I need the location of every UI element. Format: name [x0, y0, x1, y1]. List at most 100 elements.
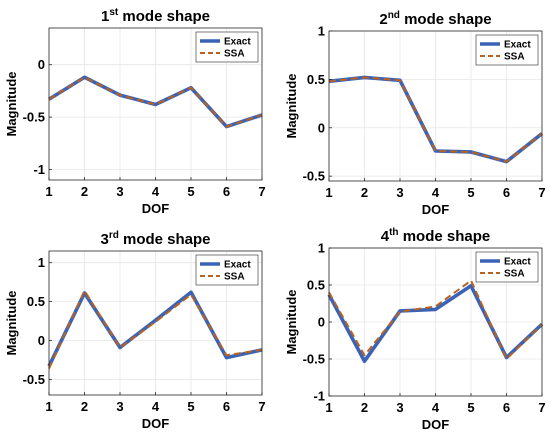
chart-title-ordinal: rd — [109, 230, 119, 241]
legend-label-ssa: SSA — [504, 269, 525, 280]
chart-title-ordinal: th — [389, 227, 398, 238]
y-tick-label: -0.5 — [303, 169, 325, 184]
data-point-ssa-5 — [470, 279, 472, 281]
data-point-ssa-2 — [363, 354, 365, 356]
data-point-ssa-3 — [399, 310, 401, 312]
chart-title: 1st mode shape — [101, 7, 210, 25]
legend-label-ssa: SSA — [224, 272, 245, 283]
x-tick-label: 6 — [223, 184, 230, 199]
data-point-ssa-2 — [83, 289, 85, 291]
chart-title-number: 1 — [101, 8, 109, 25]
data-point-ssa-3 — [119, 94, 121, 96]
y-tick-label: 0.5 — [307, 278, 325, 293]
data-point-ssa-5 — [190, 293, 192, 295]
x-axis-label: DOF — [422, 202, 450, 217]
x-tick-label: 7 — [258, 399, 265, 414]
data-point-exact-5 — [190, 291, 192, 293]
data-point-ssa-6 — [225, 354, 227, 356]
y-tick-label: -1 — [313, 389, 325, 404]
chart-panel-2: 1 2 3 4 5 6 7 -0.5 0 0.5 1 DOF Magnitude 2nd mode sha… — [284, 10, 546, 217]
legend-label-exact: Exact — [504, 40, 531, 51]
chart-title: 4th mode shape — [381, 227, 491, 245]
x-tick-label: 6 — [223, 399, 230, 414]
legend-box — [195, 31, 259, 63]
x-tick-label: 4 — [432, 185, 440, 200]
x-tick-label: 1 — [325, 400, 332, 415]
legend-label-exact: Exact — [504, 257, 531, 268]
x-axis-label: DOF — [142, 201, 170, 216]
data-point-exact-6 — [225, 356, 227, 358]
x-tick-label: 4 — [152, 399, 160, 414]
data-point-ssa-3 — [399, 79, 401, 81]
x-tick-label: 1 — [45, 399, 52, 414]
chart-title: 3rd mode shape — [100, 230, 210, 248]
x-tick-label: 2 — [81, 184, 88, 199]
x-tick-label: 5 — [467, 185, 474, 200]
chart-title-text: mode shape — [119, 231, 211, 248]
legend-box — [475, 251, 539, 283]
chart-title: 2nd mode shape — [379, 10, 491, 28]
x-tick-label: 7 — [538, 185, 545, 200]
x-tick-label: 1 — [325, 185, 332, 200]
x-tick-label: 7 — [538, 400, 545, 415]
chart-title-ordinal: nd — [388, 10, 400, 21]
y-tick-label: 1 — [318, 241, 325, 256]
x-tick-label: 2 — [361, 400, 368, 415]
x-tick-label: 3 — [116, 399, 123, 414]
x-tick-label: 5 — [187, 399, 194, 414]
y-tick-label: 0.5 — [307, 72, 325, 87]
series-group — [328, 75, 544, 164]
y-axis-label: Magnitude — [4, 72, 19, 137]
x-tick-label: 3 — [396, 400, 403, 415]
y-tick-label: 0 — [38, 57, 45, 72]
y-tick-label: 0 — [38, 333, 45, 348]
y-tick-label: 1 — [38, 255, 45, 270]
x-tick-label: 4 — [432, 400, 440, 415]
y-tick-label: 0 — [318, 315, 325, 330]
chart-title-text: mode shape — [118, 8, 210, 25]
data-point-ssa-6 — [505, 358, 507, 360]
x-tick-label: 6 — [503, 400, 510, 415]
legend-label-ssa: SSA — [224, 49, 245, 60]
chart-title-number: 3 — [100, 231, 108, 248]
y-tick-label: -1 — [33, 162, 45, 177]
x-tick-label: 3 — [116, 184, 123, 199]
x-tick-label: 6 — [503, 185, 510, 200]
x-tick-label: 2 — [81, 399, 88, 414]
legend-label-ssa: SSA — [504, 52, 525, 63]
x-tick-label: 4 — [152, 184, 160, 199]
x-tick-label: 1 — [45, 184, 52, 199]
series-group — [327, 279, 544, 364]
legend-label-exact: Exact — [224, 37, 251, 48]
series-group — [48, 75, 263, 129]
y-tick-label: -0.5 — [23, 372, 45, 387]
series-line-exact — [327, 283, 544, 364]
data-point-ssa-4 — [154, 103, 156, 105]
y-tick-label: 0 — [318, 120, 325, 135]
y-axis-label: Magnitude — [284, 74, 299, 139]
legend-box — [475, 34, 539, 66]
x-tick-label: 3 — [396, 185, 403, 200]
x-axis-label: DOF — [142, 416, 170, 431]
y-tick-label: -0.5 — [303, 352, 325, 367]
data-point-ssa-2 — [83, 76, 85, 78]
data-point-ssa-4 — [434, 305, 436, 307]
series-group — [47, 289, 263, 369]
y-tick-label: 1 — [318, 24, 325, 39]
chart-title-number: 2 — [379, 11, 387, 28]
data-point-ssa-2 — [363, 76, 365, 78]
x-tick-label: 5 — [187, 184, 194, 199]
data-point-ssa-3 — [119, 346, 121, 348]
x-tick-label: 5 — [467, 400, 474, 415]
x-axis-label: DOF — [422, 417, 450, 432]
y-tick-label: 0.5 — [27, 294, 45, 309]
x-tick-label: 7 — [258, 184, 265, 199]
